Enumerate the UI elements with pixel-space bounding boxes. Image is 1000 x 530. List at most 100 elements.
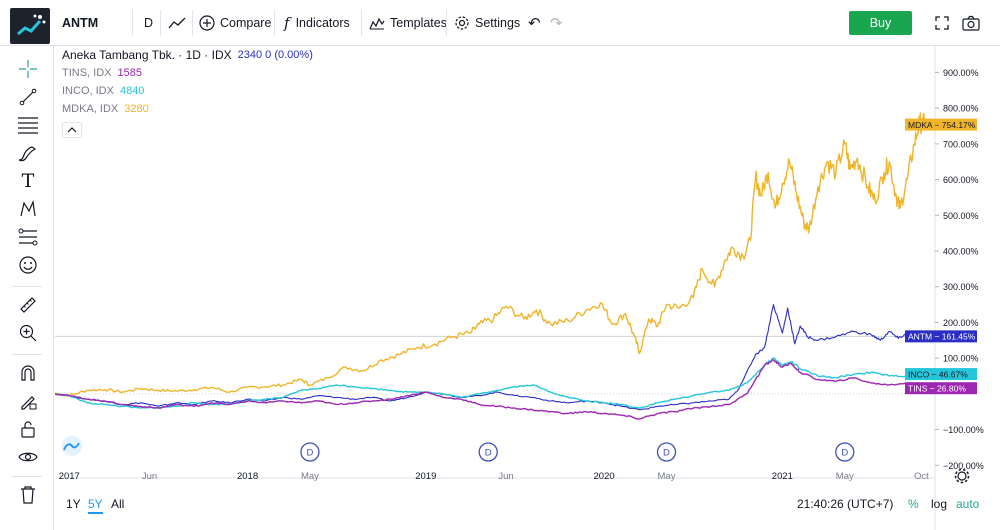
time-tick-label: Jun <box>142 471 157 482</box>
clock-timezone[interactable]: 21:40:26 (UTC+7) <box>797 497 894 511</box>
buy-button[interactable]: Buy <box>849 11 912 35</box>
eye-icon[interactable] <box>16 446 40 468</box>
price-tick-label: 900.00% <box>943 68 979 78</box>
price-badge-inco: INCO − 46.67% <box>905 368 977 381</box>
chart-legend: Aneka Tambang Tbk. · 1D · IDX 2340 0 (0.… <box>62 46 313 138</box>
range-1y-button[interactable]: 1Y <box>66 497 81 511</box>
dividend-marker-circle <box>478 442 498 462</box>
price-tick-label: 100.00% <box>943 354 979 364</box>
symbol-search-button[interactable]: ANTM <box>62 16 99 30</box>
time-tick-label: 2018 <box>237 471 258 482</box>
dividend-marker[interactable]: D <box>656 442 677 462</box>
chart-style-button[interactable] <box>168 10 186 36</box>
legend-compare-label: MDKA, IDX <box>62 103 119 115</box>
time-tick-label: 2019 <box>415 471 436 482</box>
settings-button[interactable]: Settings <box>454 10 520 36</box>
time-tick-label: Oct <box>914 471 929 482</box>
indicators-label: Indicators <box>295 16 350 30</box>
compare-button[interactable]: Compare <box>199 10 271 36</box>
price-badge-label: ANTM − 161.45% <box>908 332 976 342</box>
undo-icon[interactable]: ↶ <box>528 15 541 32</box>
pattern-icon[interactable] <box>16 198 40 220</box>
legend-compare-row[interactable]: TINS, IDX 1585 <box>62 64 313 82</box>
dividend-marker-label: D <box>485 448 492 459</box>
percent-scale-toggle[interactable]: % <box>908 497 919 511</box>
line-chart-icon <box>168 17 186 29</box>
legend-main-row[interactable]: Aneka Tambang Tbk. · 1D · IDX 2340 0 (0.… <box>62 46 313 64</box>
price-tick-label: −100.00% <box>943 425 984 435</box>
collapse-legend-button[interactable] <box>62 122 82 138</box>
series-line-tins[interactable] <box>55 359 926 420</box>
time-tick-label: 2017 <box>59 471 80 482</box>
camera-icon[interactable] <box>962 10 980 36</box>
price-badge-tins: TINS − 26.80% <box>905 382 977 395</box>
time-tick-label: 2020 <box>594 471 615 482</box>
tradingview-logo-icon[interactable] <box>62 436 82 456</box>
dividend-marker[interactable]: D <box>478 442 498 462</box>
time-tick-label: 2021 <box>772 471 793 482</box>
chevron-up-icon <box>67 127 77 133</box>
redo-icon[interactable]: ↷ <box>550 15 563 32</box>
legend-main-value: 2340 0 (0.00%) <box>237 49 313 61</box>
legend-main-title: Aneka Tambang Tbk. · 1D · IDX <box>62 48 232 62</box>
interval-button[interactable]: D <box>144 16 154 30</box>
series-line-antm[interactable] <box>55 304 926 411</box>
series-line-inco[interactable] <box>55 357 926 409</box>
templates-icon <box>369 17 385 30</box>
price-tick-label: 300.00% <box>943 282 979 292</box>
bottom-toolbar: 1Y 5Y All 21:40:26 (UTC+7) % log auto <box>55 490 1000 520</box>
crosshair-icon[interactable] <box>16 58 40 80</box>
indicators-button[interactable]: f Indicators <box>284 10 350 36</box>
dividend-marker-label: D <box>841 448 848 459</box>
price-tick-label: 200.00% <box>943 318 979 328</box>
price-badge-box <box>905 382 977 395</box>
dividend-marker[interactable]: D <box>835 442 855 462</box>
unlock-icon[interactable] <box>16 418 40 440</box>
function-icon: f <box>284 14 290 32</box>
series-line-mdka[interactable] <box>55 112 926 398</box>
price-chart[interactable]: D D D D 900.00% 800.00% 700.00% 600.00% 500.00%… <box>55 46 1000 530</box>
range-5y-button[interactable]: 5Y <box>88 497 103 514</box>
compare-label: Compare <box>220 16 272 30</box>
templates-label: Templates <box>390 16 447 30</box>
fullscreen-icon[interactable] <box>934 10 950 36</box>
auto-scale-toggle[interactable]: auto <box>956 497 980 511</box>
dividend-marker-circle <box>656 442 677 462</box>
trend-line-icon[interactable] <box>16 86 40 108</box>
magnet-icon[interactable] <box>16 362 40 384</box>
axis-settings-gear-icon[interactable] <box>954 468 970 484</box>
emoji-icon[interactable] <box>16 254 40 276</box>
lock-drawing-icon[interactable] <box>16 390 40 412</box>
dividend-marker-label: D <box>663 448 670 459</box>
zoom-in-icon[interactable] <box>16 322 40 344</box>
price-badge-box <box>905 330 977 343</box>
price-tick-label: 700.00% <box>943 139 979 149</box>
price-badge-label: TINS − 26.80% <box>908 383 966 393</box>
time-tick-label: May <box>301 471 319 482</box>
range-all-button[interactable]: All <box>111 497 125 511</box>
dividend-marker-label: D <box>307 448 314 459</box>
legend-compare-row[interactable]: INCO, IDX 4840 <box>62 82 313 100</box>
ruler-icon[interactable] <box>16 294 40 316</box>
brush-icon[interactable] <box>16 142 40 164</box>
legend-compare-label: INCO, IDX <box>62 85 114 97</box>
text-tool-icon[interactable]: T <box>21 170 35 192</box>
price-tick-label: 400.00% <box>943 247 979 257</box>
price-badge-box <box>905 368 977 381</box>
time-tick-label: May <box>658 471 676 482</box>
price-tick-label: −200.00% <box>943 461 984 471</box>
price-badge-label: MDKA − 754.17% <box>908 120 976 130</box>
time-tick-label: Jun <box>498 471 513 482</box>
dividend-marker[interactable]: D <box>300 442 320 462</box>
log-scale-toggle[interactable]: log <box>931 497 948 511</box>
settings-label: Settings <box>475 16 521 30</box>
price-badge-box <box>905 118 977 131</box>
prediction-icon[interactable] <box>16 226 40 248</box>
trash-icon[interactable] <box>16 484 40 506</box>
templates-button[interactable]: Templates <box>369 10 447 36</box>
gear-icon <box>455 16 469 30</box>
app-logo[interactable] <box>10 8 50 44</box>
fib-retracement-icon[interactable] <box>16 114 40 136</box>
price-tick-label: 600.00% <box>943 175 979 185</box>
legend-compare-row[interactable]: MDKA, IDX 3280 <box>62 100 313 118</box>
